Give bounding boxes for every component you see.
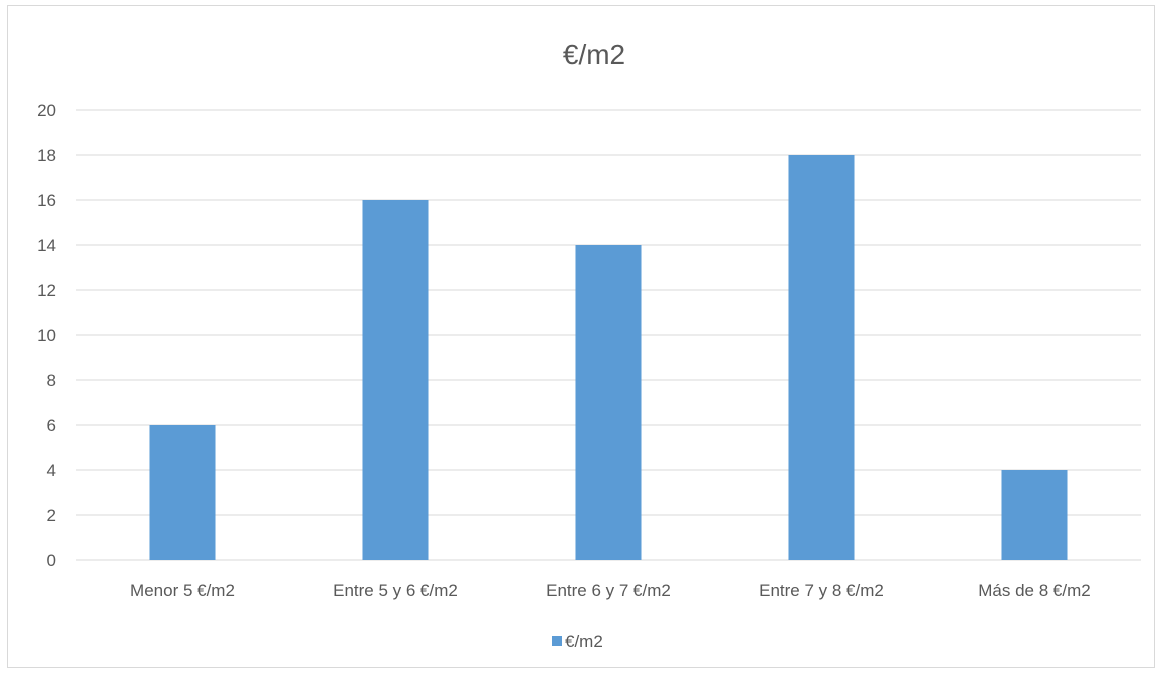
bars (149, 155, 1068, 560)
y-tick-label: 20 (37, 101, 56, 120)
bar-chart: €/m2 0 2 4 6 8 10 12 14 16 18 20 Menor 5 €/m2 Entre… (37, 39, 1141, 651)
bar (575, 245, 642, 560)
bar (1001, 470, 1068, 560)
y-tick-label: 18 (37, 146, 56, 165)
x-tick-label: Entre 7 y 8 €/m2 (759, 581, 884, 600)
x-tick-label: Más de 8 €/m2 (978, 581, 1090, 600)
bar (362, 200, 429, 560)
legend-label: €/m2 (565, 632, 603, 651)
legend: €/m2 (552, 632, 603, 651)
x-axis-tick-labels: Menor 5 €/m2 Entre 5 y 6 €/m2 Entre 6 y 7 … (130, 581, 1091, 600)
y-tick-label: 10 (37, 326, 56, 345)
chart-title: €/m2 (563, 39, 625, 70)
y-tick-label: 6 (47, 416, 56, 435)
bar (149, 425, 216, 560)
legend-swatch (552, 636, 562, 646)
x-tick-label: Entre 5 y 6 €/m2 (333, 581, 458, 600)
y-tick-label: 16 (37, 191, 56, 210)
bar (788, 155, 855, 560)
y-tick-label: 4 (47, 461, 56, 480)
y-axis-tick-labels: 0 2 4 6 8 10 12 14 16 18 20 (37, 101, 56, 570)
x-tick-label: Entre 6 y 7 €/m2 (546, 581, 671, 600)
chart-frame: €/m2 0 2 4 6 8 10 12 14 16 18 20 Menor 5 €/m2 Entre… (7, 5, 1155, 668)
y-tick-label: 0 (47, 551, 56, 570)
y-tick-label: 12 (37, 281, 56, 300)
y-tick-label: 2 (47, 506, 56, 525)
x-tick-label: Menor 5 €/m2 (130, 581, 235, 600)
y-tick-label: 8 (47, 371, 56, 390)
y-tick-label: 14 (37, 236, 56, 255)
